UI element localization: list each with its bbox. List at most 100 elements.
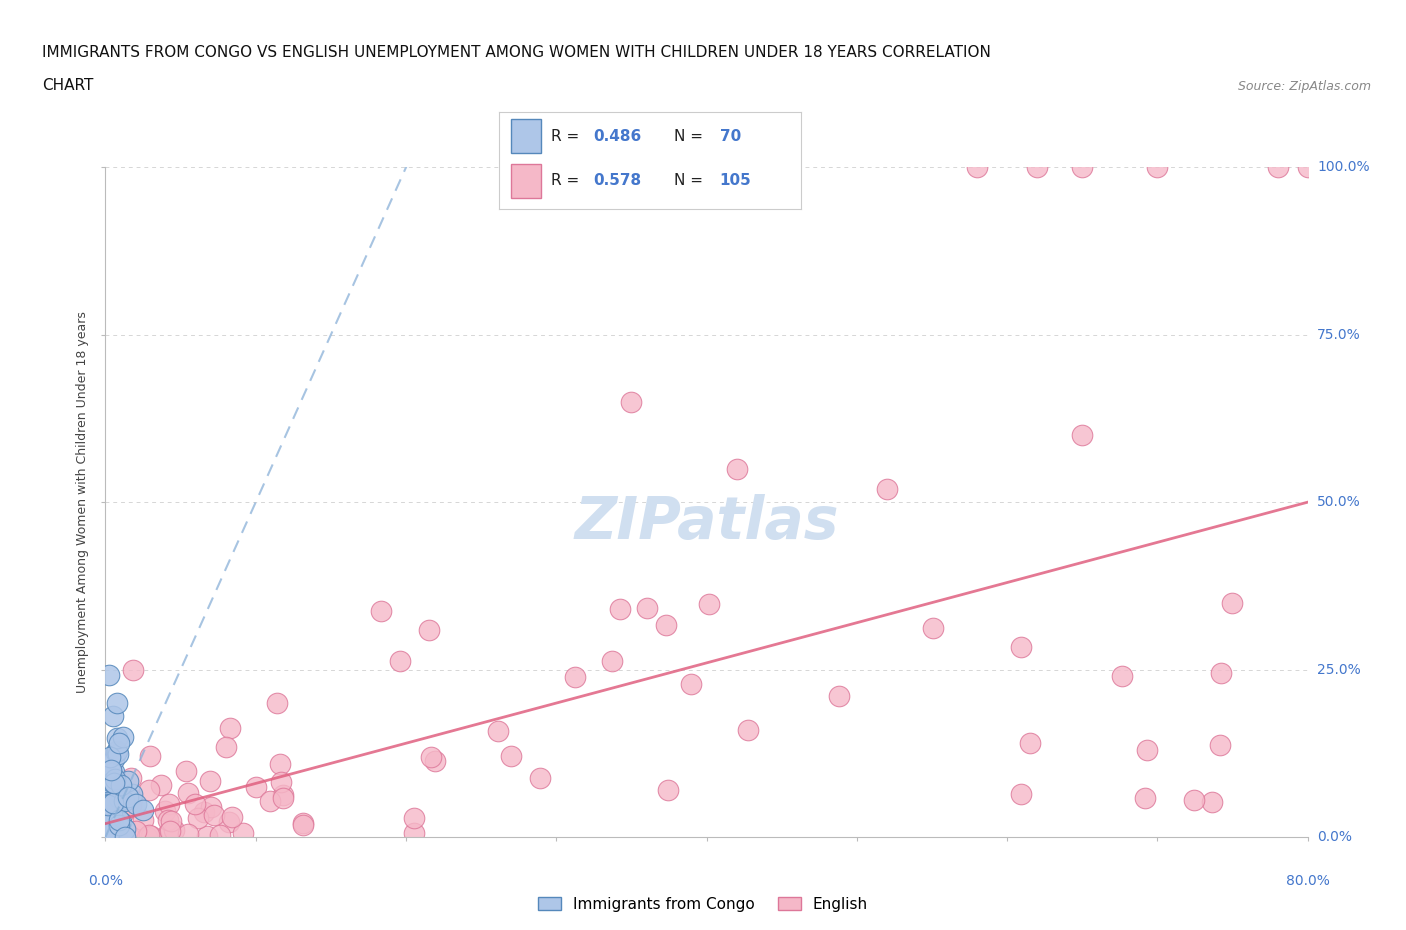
Point bbox=[1209, 665, 1232, 680]
Point bbox=[156, 825, 179, 840]
Point bbox=[112, 794, 135, 809]
Point bbox=[98, 750, 121, 764]
Point bbox=[232, 826, 254, 841]
Point bbox=[97, 818, 120, 833]
Point bbox=[98, 786, 121, 801]
Point bbox=[96, 800, 118, 815]
Point bbox=[1136, 742, 1159, 757]
Point bbox=[139, 749, 162, 764]
Point bbox=[609, 602, 631, 617]
Text: Source: ZipAtlas.com: Source: ZipAtlas.com bbox=[1237, 80, 1371, 93]
Point bbox=[107, 826, 129, 841]
Point bbox=[1111, 669, 1133, 684]
Point bbox=[103, 774, 125, 789]
Point bbox=[104, 772, 127, 787]
Text: 75.0%: 75.0% bbox=[1317, 327, 1361, 342]
Point bbox=[221, 810, 243, 825]
Point bbox=[259, 793, 281, 808]
Point bbox=[100, 780, 122, 795]
Point bbox=[1071, 160, 1094, 175]
Point bbox=[98, 800, 121, 815]
Point bbox=[1071, 428, 1094, 443]
Point bbox=[98, 827, 121, 842]
Point bbox=[163, 823, 186, 838]
Point bbox=[1010, 787, 1032, 802]
Point bbox=[111, 805, 134, 820]
Point bbox=[105, 745, 128, 760]
Point bbox=[114, 821, 136, 836]
Point bbox=[101, 783, 124, 798]
Point bbox=[737, 723, 759, 737]
Point bbox=[636, 601, 658, 616]
Point bbox=[195, 829, 218, 844]
Point bbox=[202, 807, 225, 822]
Point bbox=[121, 791, 143, 806]
Point bbox=[117, 827, 139, 842]
Point bbox=[101, 815, 124, 830]
Point bbox=[94, 790, 117, 805]
Point bbox=[110, 777, 132, 792]
Point bbox=[97, 817, 120, 831]
Point bbox=[110, 815, 132, 830]
Point bbox=[124, 796, 146, 811]
Point bbox=[108, 813, 131, 828]
Point bbox=[103, 776, 125, 790]
Point bbox=[112, 729, 135, 744]
Point bbox=[208, 828, 231, 843]
Point bbox=[100, 796, 122, 811]
Point bbox=[1026, 160, 1049, 175]
Point bbox=[138, 782, 160, 797]
Point bbox=[108, 806, 131, 821]
Point bbox=[404, 826, 426, 841]
Text: R =: R = bbox=[551, 173, 583, 189]
Point bbox=[423, 753, 446, 768]
Point bbox=[529, 771, 551, 786]
Point bbox=[100, 763, 122, 777]
Point bbox=[105, 744, 128, 759]
Point bbox=[725, 461, 748, 476]
Point bbox=[108, 736, 131, 751]
Point bbox=[219, 721, 242, 736]
Point bbox=[270, 775, 292, 790]
Point bbox=[149, 777, 172, 792]
Bar bbox=[512, 165, 541, 197]
Point bbox=[1201, 795, 1223, 810]
Point bbox=[1182, 793, 1205, 808]
Point bbox=[159, 823, 181, 838]
Point bbox=[269, 757, 291, 772]
Point bbox=[697, 597, 720, 612]
Point bbox=[101, 818, 124, 833]
Text: 50.0%: 50.0% bbox=[1317, 495, 1361, 510]
Point bbox=[101, 823, 124, 838]
Text: R =: R = bbox=[551, 128, 583, 143]
Point bbox=[160, 814, 183, 829]
Point bbox=[97, 829, 120, 844]
Y-axis label: Unemployment Among Women with Children Under 18 years: Unemployment Among Women with Children U… bbox=[76, 312, 90, 693]
Point bbox=[97, 798, 120, 813]
Point bbox=[1146, 160, 1168, 175]
Point bbox=[402, 811, 425, 826]
Point bbox=[132, 803, 155, 817]
Point bbox=[98, 668, 121, 683]
Point bbox=[187, 810, 209, 825]
Point bbox=[96, 829, 118, 844]
Point bbox=[111, 827, 134, 842]
Point bbox=[153, 804, 176, 818]
Bar bbox=[512, 119, 541, 153]
Point bbox=[100, 793, 122, 808]
Point bbox=[420, 750, 443, 764]
Point bbox=[157, 796, 180, 811]
Point bbox=[602, 654, 624, 669]
Point bbox=[100, 825, 122, 840]
Point bbox=[486, 724, 509, 738]
Point bbox=[98, 817, 121, 831]
Point bbox=[136, 830, 159, 844]
Point bbox=[103, 764, 125, 779]
Point bbox=[157, 813, 180, 828]
Point bbox=[97, 827, 120, 842]
Point bbox=[120, 798, 142, 813]
Point bbox=[98, 825, 121, 840]
Point bbox=[1019, 736, 1042, 751]
Point bbox=[120, 770, 142, 785]
Point bbox=[97, 794, 120, 809]
